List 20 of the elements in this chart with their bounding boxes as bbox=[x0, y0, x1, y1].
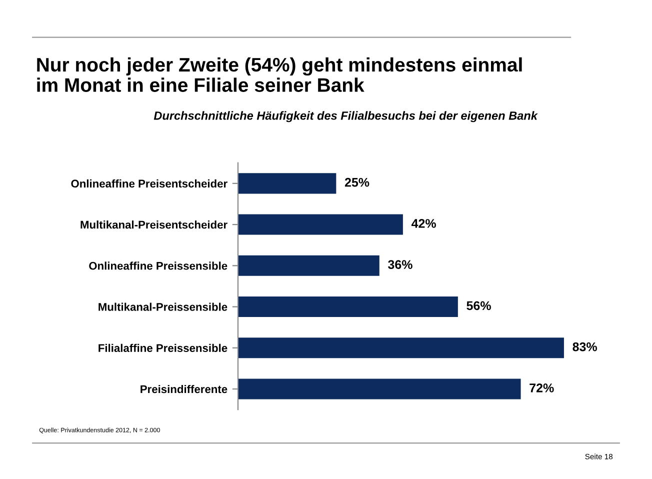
bar bbox=[238, 214, 403, 235]
y-tick-label: Multikanal-Preisentscheider bbox=[80, 220, 228, 229]
y-tick-label: Onlineaffine Preissensible bbox=[89, 262, 228, 270]
y-tick-label: Preisindifferente bbox=[140, 384, 228, 394]
data-label: 36% bbox=[388, 260, 412, 270]
data-label: 72% bbox=[530, 383, 554, 392]
y-tick-label: Multikanal-Preissensible bbox=[98, 302, 228, 311]
bar bbox=[238, 378, 521, 400]
data-label: 56% bbox=[466, 301, 491, 310]
bar bbox=[238, 296, 458, 318]
y-tick-label: Filialaffine Preissensible bbox=[98, 344, 228, 352]
chart-subtitle: Durchschnittliche Häufigkeit des Filialbesuchs bei der eigenen Bank bbox=[154, 111, 538, 122]
bar bbox=[238, 173, 336, 194]
bar bbox=[238, 338, 564, 358]
data-label: 83% bbox=[572, 342, 597, 352]
chart-title: Nur noch jeder Zweite (54%) geht mindestens einmal im Monat in eine Filiale seiner Bank bbox=[37, 57, 522, 92]
data-label: 25% bbox=[344, 178, 370, 187]
data-label: 42% bbox=[411, 219, 436, 228]
y-tick-label: Onlineaffine Preisentscheider bbox=[71, 179, 228, 188]
bar bbox=[238, 255, 380, 276]
